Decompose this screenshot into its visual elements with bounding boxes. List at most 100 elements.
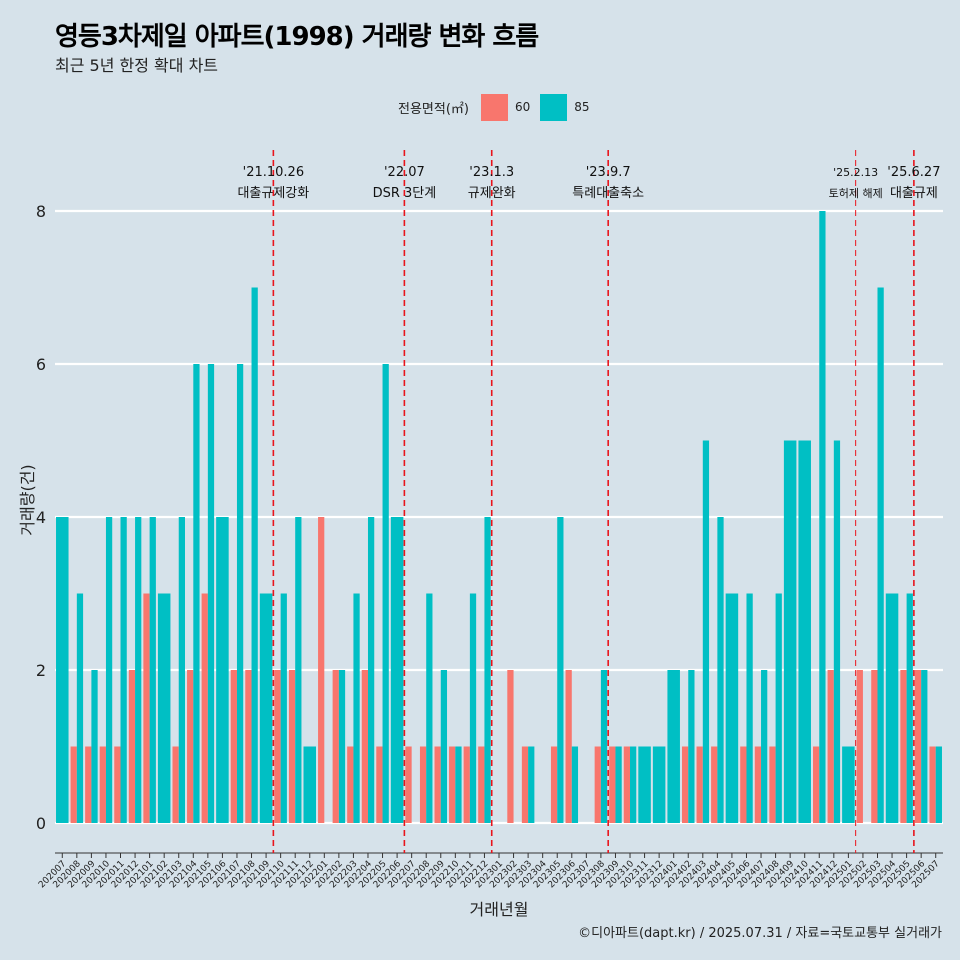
bar-60-202406	[740, 746, 747, 823]
bar-60-202403	[696, 746, 703, 823]
bar-60-202310	[623, 746, 631, 823]
bar-60-202204	[361, 670, 368, 823]
bar-85-202108	[251, 287, 258, 823]
bar-85-202110	[280, 593, 287, 823]
legend-label-85: 85	[574, 100, 590, 114]
y-tick-label: 2	[36, 661, 46, 680]
bar-85-202208	[426, 593, 433, 823]
legend-label-60: 60	[514, 100, 531, 114]
y-axis-title: 거래량(건)	[18, 464, 37, 535]
bar-85-202210	[455, 746, 462, 823]
bar-60-202411	[813, 746, 820, 823]
event-label: 특례대출축소	[572, 186, 644, 201]
bar-60-202201	[318, 517, 325, 823]
bar-60-202302	[507, 670, 514, 823]
bar-85-202103	[178, 517, 185, 823]
bar-85-202203	[353, 593, 360, 823]
bar-85-202401	[667, 670, 680, 823]
bar-85-202406	[746, 593, 753, 823]
bar-85-202104	[193, 364, 200, 823]
bar-85-202106	[216, 517, 229, 823]
bar-60-202212	[478, 746, 485, 823]
bar-60-202103	[172, 746, 179, 823]
bar-60-202505	[900, 670, 907, 823]
bar-60-202502	[856, 670, 863, 823]
bar-60-202009	[85, 746, 92, 823]
bar-60-202506	[914, 670, 922, 823]
bar-85-202311	[638, 746, 651, 823]
bar-60-202101	[143, 593, 150, 823]
legend: 전용면적(㎡) 60 85	[398, 93, 600, 121]
bar-60-202110	[274, 670, 281, 823]
bar-60-202507	[929, 746, 936, 823]
y-tick-label: 6	[36, 355, 46, 374]
legend-swatch-85	[540, 93, 568, 121]
bar-60-202210	[449, 746, 456, 823]
bar-60-202306	[565, 670, 572, 823]
y-tick-label: 8	[36, 202, 46, 221]
bar-60-202404	[711, 746, 718, 823]
bar-85-202407	[761, 670, 768, 823]
bar-85-202105	[207, 364, 215, 823]
event-label: 규제완화	[468, 186, 516, 201]
bar-85-202409	[783, 440, 797, 823]
event-date: '23.9.7	[586, 165, 631, 180]
bar-60-202203	[347, 746, 354, 823]
bar-85-202101	[149, 517, 156, 823]
event-label: 대출규제강화	[237, 186, 309, 201]
bar-60-202104	[187, 670, 194, 823]
bar-60-202402	[681, 746, 689, 823]
bar-85-202408	[775, 593, 782, 823]
bar-85-202310	[630, 746, 637, 823]
event-label: 대출규제	[890, 186, 938, 201]
bar-85-202212	[484, 517, 491, 823]
event-date: '22.07	[384, 165, 425, 180]
bar-85-202202	[338, 670, 346, 823]
bar-85-202012	[135, 517, 142, 823]
bar-60-202202	[332, 670, 339, 823]
bar-85-202107	[236, 364, 244, 823]
bar-85-202205	[382, 364, 389, 823]
bar-85-202405	[725, 593, 739, 823]
bar-85-202412	[833, 440, 841, 823]
y-tick-label: 0	[36, 814, 46, 833]
bar-60-202309	[609, 746, 616, 823]
bar-60-202111	[288, 670, 296, 823]
bar-85-202009	[91, 670, 98, 823]
y-tick-label: 4	[36, 508, 46, 527]
bar-85-202306	[571, 746, 579, 823]
source-caption: ©디아파트(dapt.kr) / 2025.07.31 / 자료=국토교통부 실…	[578, 926, 942, 941]
bar-60-202209	[434, 746, 441, 823]
bar-85-202111	[295, 517, 302, 823]
bar-60-202408	[769, 746, 776, 823]
bar-85-202501	[842, 746, 855, 823]
bar-60-202305	[550, 746, 558, 823]
x-axis-title: 거래년월	[470, 900, 529, 919]
bar-85-202211	[469, 593, 477, 823]
bar-60-202412	[827, 670, 834, 823]
bar-60-202303	[521, 746, 529, 823]
bar-85-202308	[600, 670, 608, 823]
bar-60-202205	[376, 746, 383, 823]
legend-title: 전용면적(㎡)	[398, 101, 469, 117]
bar-60-202407	[754, 746, 762, 823]
bar-60-202011	[114, 746, 121, 823]
bar-85-202102	[157, 593, 171, 823]
event-label: DSR 3단계	[373, 186, 437, 201]
bar-85-202206	[390, 517, 404, 823]
bar-60-202211	[463, 746, 470, 823]
bar-85-202204	[367, 517, 375, 823]
legend-swatch-60	[480, 93, 508, 121]
chart-subtitle: 최근 5년 한정 확대 차트	[55, 56, 219, 75]
bar-85-202503	[877, 287, 884, 823]
bar-85-202309	[615, 746, 622, 823]
bar-60-202207	[405, 746, 412, 823]
event-date: '23.1.3	[469, 165, 514, 180]
bar-60-202503	[871, 670, 878, 823]
bar-85-202402	[688, 670, 695, 823]
bar-85-202403	[702, 440, 710, 823]
bar-85-202505	[906, 593, 913, 823]
bar-85-202507	[935, 746, 942, 823]
bar-85-202209	[440, 670, 448, 823]
